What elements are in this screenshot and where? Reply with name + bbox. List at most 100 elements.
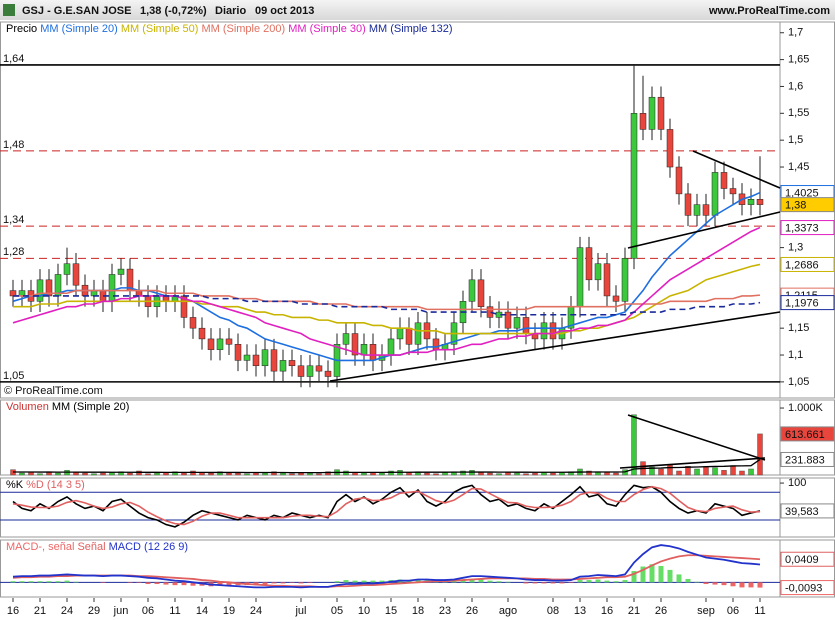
candle-body [315, 365, 323, 372]
volume-bar [667, 464, 673, 476]
histogram-bar [649, 564, 655, 583]
candle-body [549, 322, 557, 340]
candle-body [675, 166, 683, 195]
candle-body [711, 172, 719, 216]
x-tick-label: 19 [223, 605, 235, 617]
volume-bar [208, 472, 214, 476]
histogram-bar [10, 581, 16, 583]
trendlines [329, 150, 781, 469]
series-line [13, 458, 761, 474]
volume-bar [487, 472, 493, 476]
volume-bar [379, 472, 385, 476]
volume-bar [550, 472, 556, 476]
histogram-bar [334, 581, 340, 583]
volume-bar [433, 473, 439, 476]
panel-frame [0, 539, 835, 598]
volume-bar [82, 472, 88, 476]
candle-body [747, 199, 755, 205]
candle-body [72, 263, 80, 286]
candle-body [243, 354, 251, 361]
histogram-bar [757, 582, 763, 588]
candle-body [387, 338, 395, 356]
histogram-bar [55, 581, 61, 583]
histogram-bar [550, 582, 556, 584]
level-label: 1,34 [3, 214, 24, 226]
histogram-bar [595, 579, 601, 583]
legend-entry: MM (Simple 20) [52, 401, 130, 413]
x-tick-label: 26 [466, 605, 478, 617]
volume-bar [694, 468, 700, 476]
x-tick-label: 24 [250, 605, 262, 617]
x-tick-label: 18 [412, 605, 424, 617]
volume-bar [739, 470, 745, 476]
histogram-bar [460, 580, 466, 583]
candle-body [63, 263, 71, 275]
x-tick-label: 06 [142, 605, 154, 617]
candle-body [720, 172, 728, 189]
histogram-bar [577, 580, 583, 583]
volume-bar [262, 472, 268, 476]
x-tick-label: jun [113, 605, 129, 617]
candle-body [468, 279, 476, 302]
histogram-bar [307, 582, 313, 583]
x-tick-label: 23 [439, 605, 451, 617]
volume-bar [523, 473, 529, 476]
x-tick-label: 06 [727, 605, 739, 617]
series-line [13, 295, 761, 316]
legend-entry: MM (Simple 200) [201, 23, 285, 35]
candle-body [513, 317, 521, 329]
y-tick-label: 1,5 [788, 134, 803, 146]
histogram-bar [568, 582, 574, 583]
histogram-bar [541, 582, 547, 584]
value-label: 1,3373 [785, 222, 819, 234]
series-line [12, 484, 761, 528]
histogram-bar [190, 582, 196, 586]
histogram-bar [676, 574, 682, 583]
candle-body [639, 113, 647, 130]
candle-body [414, 322, 422, 345]
level-label: 1,48 [3, 139, 24, 151]
legend-entry: Precio [6, 23, 37, 35]
legend: %K %D (14 3 5) [6, 479, 85, 491]
candle-body [117, 268, 125, 275]
x-tick-label: 10 [358, 605, 370, 617]
series-line [12, 544, 761, 589]
candle-body [108, 274, 116, 302]
candle-body [522, 317, 530, 334]
y-tick-label: 1,6 [788, 80, 803, 92]
candle-body [540, 322, 548, 340]
value-label: 613.661 [785, 429, 825, 441]
trendline [627, 211, 781, 249]
candle-body [324, 370, 332, 377]
legend-entry: Señal [77, 541, 105, 553]
volume-bar [244, 473, 250, 476]
x-tick-label: 05 [331, 605, 343, 617]
histogram-bar [703, 582, 709, 585]
header-title: GSJ - G.E.SAN JOSE [22, 5, 131, 17]
candle-body [630, 113, 638, 259]
level-label: 1,28 [3, 246, 24, 258]
volume-bar [37, 473, 43, 476]
candle-body [342, 333, 350, 345]
legend-entry: Volumen [6, 401, 49, 413]
histogram-bar [712, 582, 718, 585]
x-tick-label: 13 [574, 605, 586, 617]
value-label: 39,583 [785, 506, 819, 518]
candle-body [594, 263, 602, 281]
legend-entry: %K [6, 479, 24, 491]
x-tick-label: 21 [628, 605, 640, 617]
histogram-bar [523, 582, 529, 584]
volume-bar [172, 471, 178, 476]
candle-body [162, 295, 170, 302]
candle-body [207, 338, 215, 350]
value-label: 1,1976 [785, 298, 819, 310]
value-box [780, 256, 835, 272]
candle-body [612, 295, 620, 302]
volume-bar [631, 414, 637, 476]
candle-body [9, 290, 17, 297]
x-tick-label: 11 [754, 605, 765, 617]
x-tick-label: 29 [88, 605, 100, 617]
candle-body [297, 365, 305, 377]
volume-bar [217, 471, 223, 476]
